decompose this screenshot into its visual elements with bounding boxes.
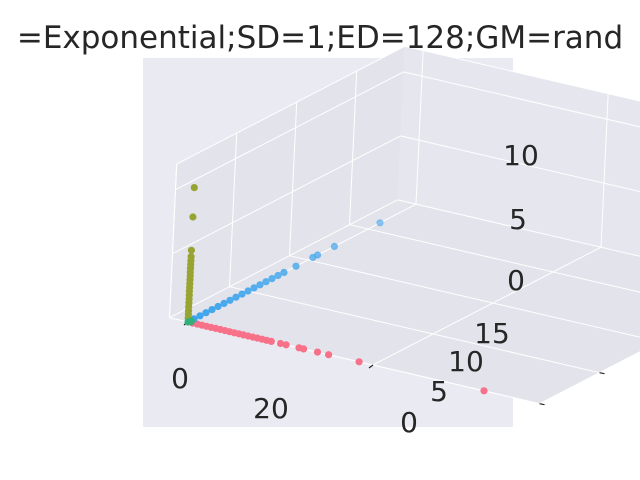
z-tick-label-10: 10 [503, 139, 539, 172]
y-tick-label-5: 5 [430, 375, 448, 408]
y-tick-label-15: 15 [474, 317, 510, 350]
data-point-0-19 [282, 341, 290, 349]
left-pane [169, 46, 405, 318]
grid-line-z [169, 199, 398, 319]
data-point-1-18 [314, 251, 322, 259]
x-tick-mark [368, 364, 374, 369]
axis-line-y [539, 351, 640, 405]
data-point-2-17 [187, 246, 195, 254]
data-point-0-21 [300, 345, 308, 353]
y-tick-label-0: 0 [400, 406, 418, 439]
data-point-1-16 [292, 262, 300, 270]
x-tick-label-0: 0 [171, 362, 189, 395]
data-point-1-7 [232, 293, 240, 301]
data-point-1-11 [256, 281, 264, 289]
grid-line-z [172, 135, 401, 255]
pane-edge [169, 164, 178, 318]
grid-lines [169, 45, 640, 405]
pane-edge [176, 45, 405, 165]
data-point-0-23 [325, 351, 333, 359]
data-point-1-3 [208, 306, 216, 314]
y-tick-mark [599, 372, 605, 375]
data-point-1-8 [238, 290, 246, 298]
y-tick-mark [539, 403, 545, 406]
data-point-1-12 [262, 278, 270, 286]
data-point-0-22 [313, 348, 322, 356]
grid-line-z [397, 199, 640, 257]
data-point-2-18 [189, 213, 197, 221]
grid-line-y [229, 286, 600, 374]
back-pane [397, 46, 640, 257]
data-point-1-15 [280, 268, 288, 276]
data-point-1-4 [214, 302, 222, 311]
data-point-0-17 [267, 337, 275, 345]
data-points [184, 184, 488, 395]
grid-line-z [403, 71, 640, 128]
data-point-1-13 [268, 275, 276, 283]
data-point-1-10 [250, 284, 258, 292]
x-tick-label-20: 20 [253, 392, 289, 425]
chart-title: =Exponential;SD=1;ED=128;GM=rand [17, 20, 623, 56]
data-point-1-6 [226, 296, 234, 304]
floor-pane [169, 199, 640, 404]
grid-line-x [372, 246, 602, 366]
data-point-2-19 [190, 184, 198, 192]
data-point-2-16 [187, 253, 195, 261]
grid-line-z [400, 135, 640, 193]
tick-labels: 0 20 0 5 10 15 0 5 10 [171, 139, 539, 439]
grid-line-y [289, 255, 640, 338]
y-tick-label-10: 10 [448, 345, 484, 378]
grid-line-z [175, 71, 404, 191]
axis-panes [169, 46, 640, 404]
z-tick-label-5: 5 [509, 203, 527, 236]
data-point-0-24 [355, 358, 363, 366]
data-point-0-18 [276, 339, 285, 348]
data-point-1-9 [244, 287, 252, 295]
data-point-1-20 [376, 219, 384, 227]
data-point-1-1 [196, 312, 204, 320]
pane-edge [404, 45, 640, 102]
data-point-1-19 [330, 242, 338, 250]
data-point-1-2 [202, 309, 210, 317]
data-point-3-2 [187, 317, 195, 325]
z-tick-label-0: 0 [507, 264, 525, 297]
data-point-0-25 [480, 387, 488, 395]
data-point-1-5 [220, 299, 228, 307]
grid-line-y [349, 224, 640, 293]
data-point-1-14 [274, 271, 282, 280]
